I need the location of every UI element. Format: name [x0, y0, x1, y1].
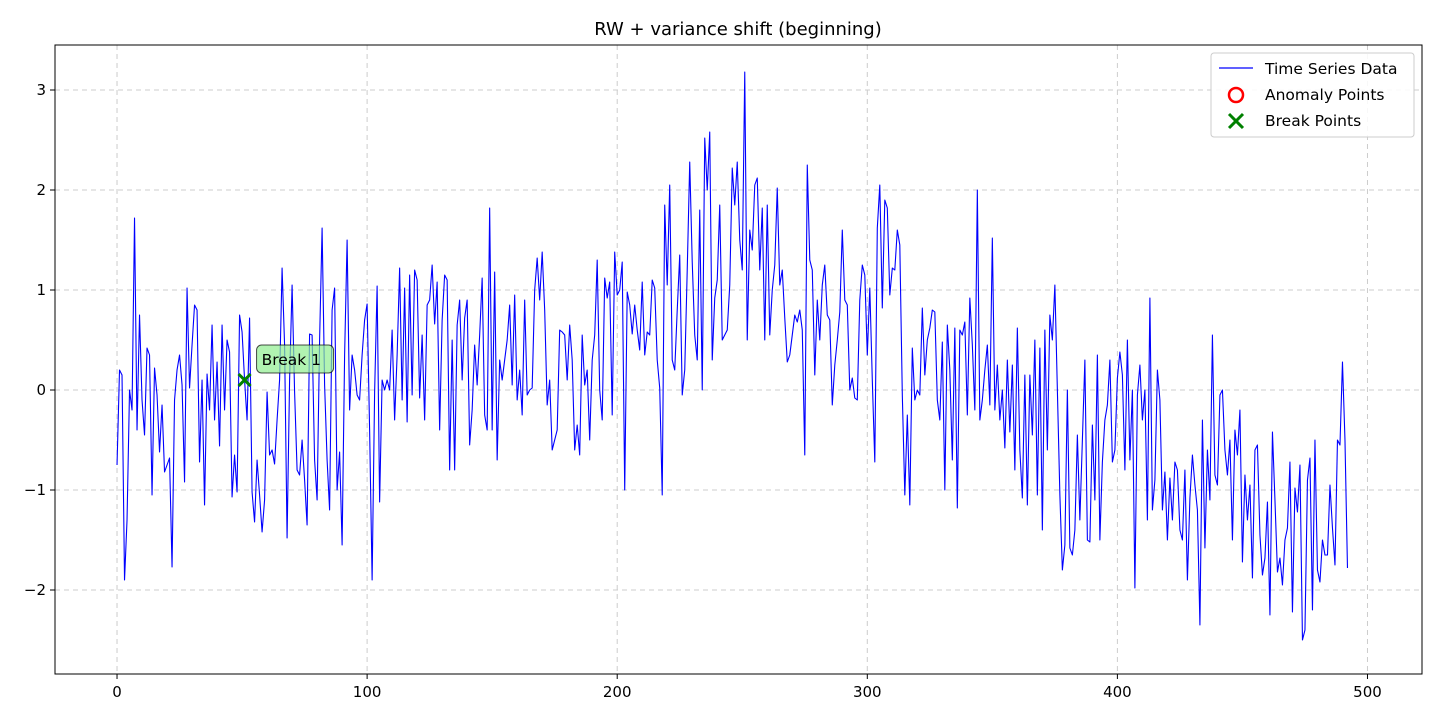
legend: Time Series Data Anomaly Points Break Po… — [1210, 52, 1415, 138]
legend-box — [1210, 52, 1415, 138]
axis-ticks: 0 100 200 300 400 500 −2 −1 0 1 2 3 — [24, 81, 1382, 701]
y-tick-label: 1 — [36, 281, 46, 299]
y-tick-label: −1 — [24, 481, 46, 499]
x-tick-label: 200 — [603, 683, 632, 701]
x-tick-label: 500 — [1353, 683, 1382, 701]
x-tick-label: 300 — [853, 683, 882, 701]
series-line-time-series — [116, 71, 1349, 641]
plot-frame — [54, 44, 1423, 675]
break-label: Break 1 — [262, 351, 321, 369]
legend-circle-swatch — [1227, 86, 1245, 104]
chart-title: RW + variance shift (beginning) — [594, 19, 882, 40]
data-layer — [116, 71, 1349, 641]
x-tick-label: 0 — [112, 683, 122, 701]
y-tick-label: 0 — [36, 381, 46, 399]
y-tick-label: −2 — [24, 581, 46, 599]
y-tick-label: 2 — [36, 181, 46, 199]
y-tick-label: 3 — [36, 81, 46, 99]
legend-label-time-series: Time Series Data — [1264, 60, 1397, 78]
x-tick-label: 100 — [353, 683, 382, 701]
legend-x-swatch — [1227, 112, 1245, 130]
x-tick-label: 400 — [1103, 683, 1132, 701]
legend-label-break-points: Break Points — [1265, 112, 1361, 130]
legend-label-anomaly-points: Anomaly Points — [1265, 86, 1384, 104]
break-label-box — [256, 344, 335, 374]
annotations: Break 1 — [256, 344, 335, 374]
break-point-marker — [237, 372, 252, 388]
